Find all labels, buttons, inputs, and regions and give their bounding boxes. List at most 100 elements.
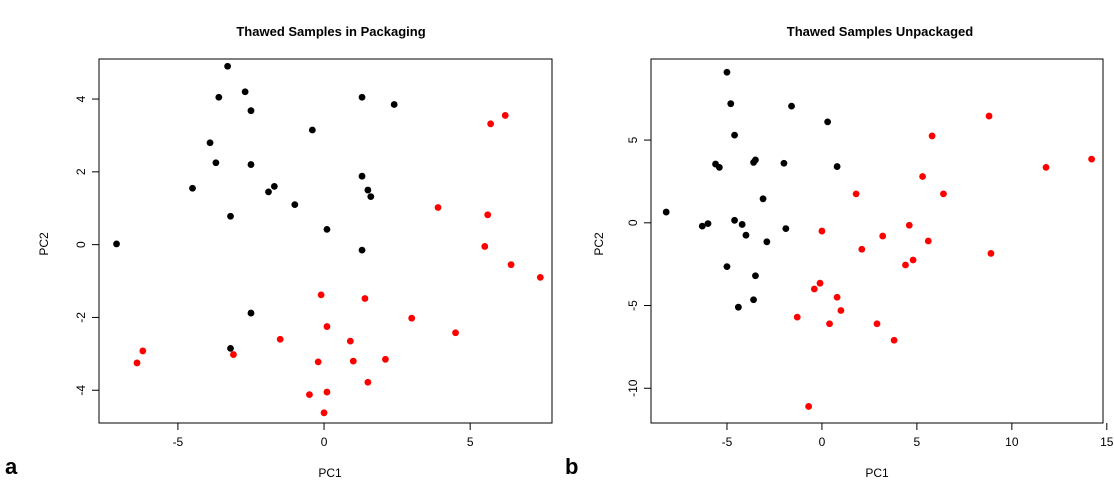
x-tick-label-b-4: 15 [1100, 435, 1114, 449]
point-b-s0-18 [763, 238, 771, 246]
point-b-s0-19 [780, 159, 788, 167]
point-a-s1-11 [349, 357, 357, 365]
point-b-s1-16 [919, 173, 926, 180]
points-a [113, 62, 544, 417]
point-a-s0-4 [215, 93, 223, 101]
point-b-s0-22 [824, 118, 832, 126]
point-b-s0-0 [662, 208, 670, 216]
y-tick-label-b-1: -5 [626, 300, 640, 311]
point-a-s1-6 [317, 291, 325, 299]
point-a-s0-5 [224, 62, 231, 70]
plot-frame-b [650, 58, 1104, 424]
point-a-s1-13 [364, 378, 372, 386]
y-tick-label-a-4: 4 [74, 95, 88, 102]
point-b-s0-15 [752, 156, 759, 164]
panel-letter-a: a [5, 454, 18, 479]
point-b-s0-16 [752, 272, 759, 280]
point-a-s0-2 [206, 139, 214, 147]
point-a-s1-0 [133, 359, 141, 367]
point-b-s1-19 [940, 190, 947, 198]
y-tick-label-b-3: 5 [626, 136, 640, 143]
point-b-s1-3 [816, 279, 824, 287]
y-tick-label-a-1: -2 [74, 312, 88, 323]
point-a-s0-10 [247, 161, 255, 168]
point-b-s1-4 [818, 227, 826, 235]
point-a-s1-3 [276, 335, 284, 343]
point-b-s0-10 [734, 303, 742, 311]
y-tick-label-a-3: 2 [74, 168, 88, 175]
point-b-s1-11 [879, 232, 887, 240]
point-b-s1-15 [909, 256, 917, 264]
point-b-s0-11 [738, 221, 746, 228]
point-a-s0-15 [308, 126, 316, 134]
point-a-s0-20 [364, 186, 372, 194]
point-b-s0-21 [788, 102, 795, 110]
point-b-s0-7 [727, 100, 735, 108]
point-b-s0-14 [750, 296, 757, 304]
point-b-s0-17 [759, 195, 767, 203]
point-b-s1-10 [873, 320, 881, 328]
point-a-s0-16 [323, 225, 331, 233]
point-b-s0-12 [742, 231, 750, 239]
chart-title-b: Thawed Samples Unpackaged [787, 24, 973, 39]
point-b-s1-8 [852, 190, 860, 198]
plot-frame-a [98, 58, 553, 424]
point-a-s0-22 [390, 101, 398, 108]
x-tick-label-a-0: -5 [173, 435, 184, 449]
point-b-s1-13 [902, 261, 909, 269]
scatter-panel-a: Thawed Samples in Packaging PC1 PC2 a -5… [5, 24, 553, 480]
y-tick-label-a-2: 0 [74, 241, 88, 248]
point-a-s1-19 [484, 211, 492, 219]
point-b-s1-2 [810, 285, 818, 293]
point-b-s0-6 [723, 263, 731, 271]
point-b-s0-1 [698, 222, 706, 230]
point-a-s0-21 [367, 193, 375, 200]
point-b-s0-2 [704, 220, 712, 228]
point-a-s1-17 [452, 329, 459, 337]
point-a-s1-15 [408, 314, 416, 322]
point-a-s1-23 [536, 274, 544, 281]
point-a-s1-7 [320, 409, 328, 417]
point-a-s1-1 [139, 347, 147, 355]
point-a-s1-16 [434, 204, 442, 211]
point-b-s1-7 [837, 307, 845, 314]
point-a-s1-12 [361, 295, 369, 302]
point-a-s1-8 [323, 388, 331, 396]
y-axis-label-b: PC2 [592, 232, 606, 256]
point-a-s0-1 [189, 184, 196, 192]
point-a-s0-14 [291, 201, 299, 209]
x-tick-label-a-2: 5 [467, 435, 474, 449]
point-a-s1-5 [314, 358, 322, 366]
point-a-s1-22 [507, 261, 515, 269]
point-a-s0-7 [227, 344, 234, 352]
point-a-s1-21 [501, 112, 509, 119]
point-b-s1-22 [1042, 163, 1050, 171]
point-a-s1-4 [306, 391, 313, 399]
point-a-s0-0 [113, 240, 120, 248]
x-tick-label-b-3: 10 [1005, 435, 1019, 449]
panel-letter-b: b [565, 454, 578, 479]
point-a-s0-13 [270, 183, 278, 190]
scatter-panel-b: Thawed Samples Unpackaged PC1 PC2 b -5 0 5… [565, 24, 1114, 480]
point-a-s1-9 [323, 323, 331, 330]
y-axis-label-a: PC2 [37, 232, 51, 256]
point-a-s0-12 [265, 188, 272, 196]
ticks-b: -5 0 5 10 15 -10 -5 0 5 [626, 136, 1114, 449]
x-tick-label-b-0: -5 [722, 435, 733, 449]
point-b-s1-0 [793, 313, 801, 321]
ticks-a: -5 0 5 -4 -2 0 2 4 [74, 95, 474, 449]
point-b-s1-14 [905, 221, 913, 229]
x-axis-label-b: PC1 [865, 466, 889, 480]
point-a-s0-17 [358, 93, 366, 101]
point-a-s1-20 [487, 120, 495, 128]
point-a-s0-18 [358, 172, 366, 180]
point-a-s0-9 [247, 107, 255, 115]
x-tick-label-b-2: 5 [914, 435, 921, 449]
point-a-s1-14 [382, 355, 389, 363]
point-b-s1-9 [858, 245, 866, 253]
point-a-s1-2 [230, 351, 237, 358]
point-a-s1-10 [346, 337, 354, 345]
point-a-s1-18 [481, 243, 489, 250]
point-b-s0-20 [782, 225, 790, 232]
